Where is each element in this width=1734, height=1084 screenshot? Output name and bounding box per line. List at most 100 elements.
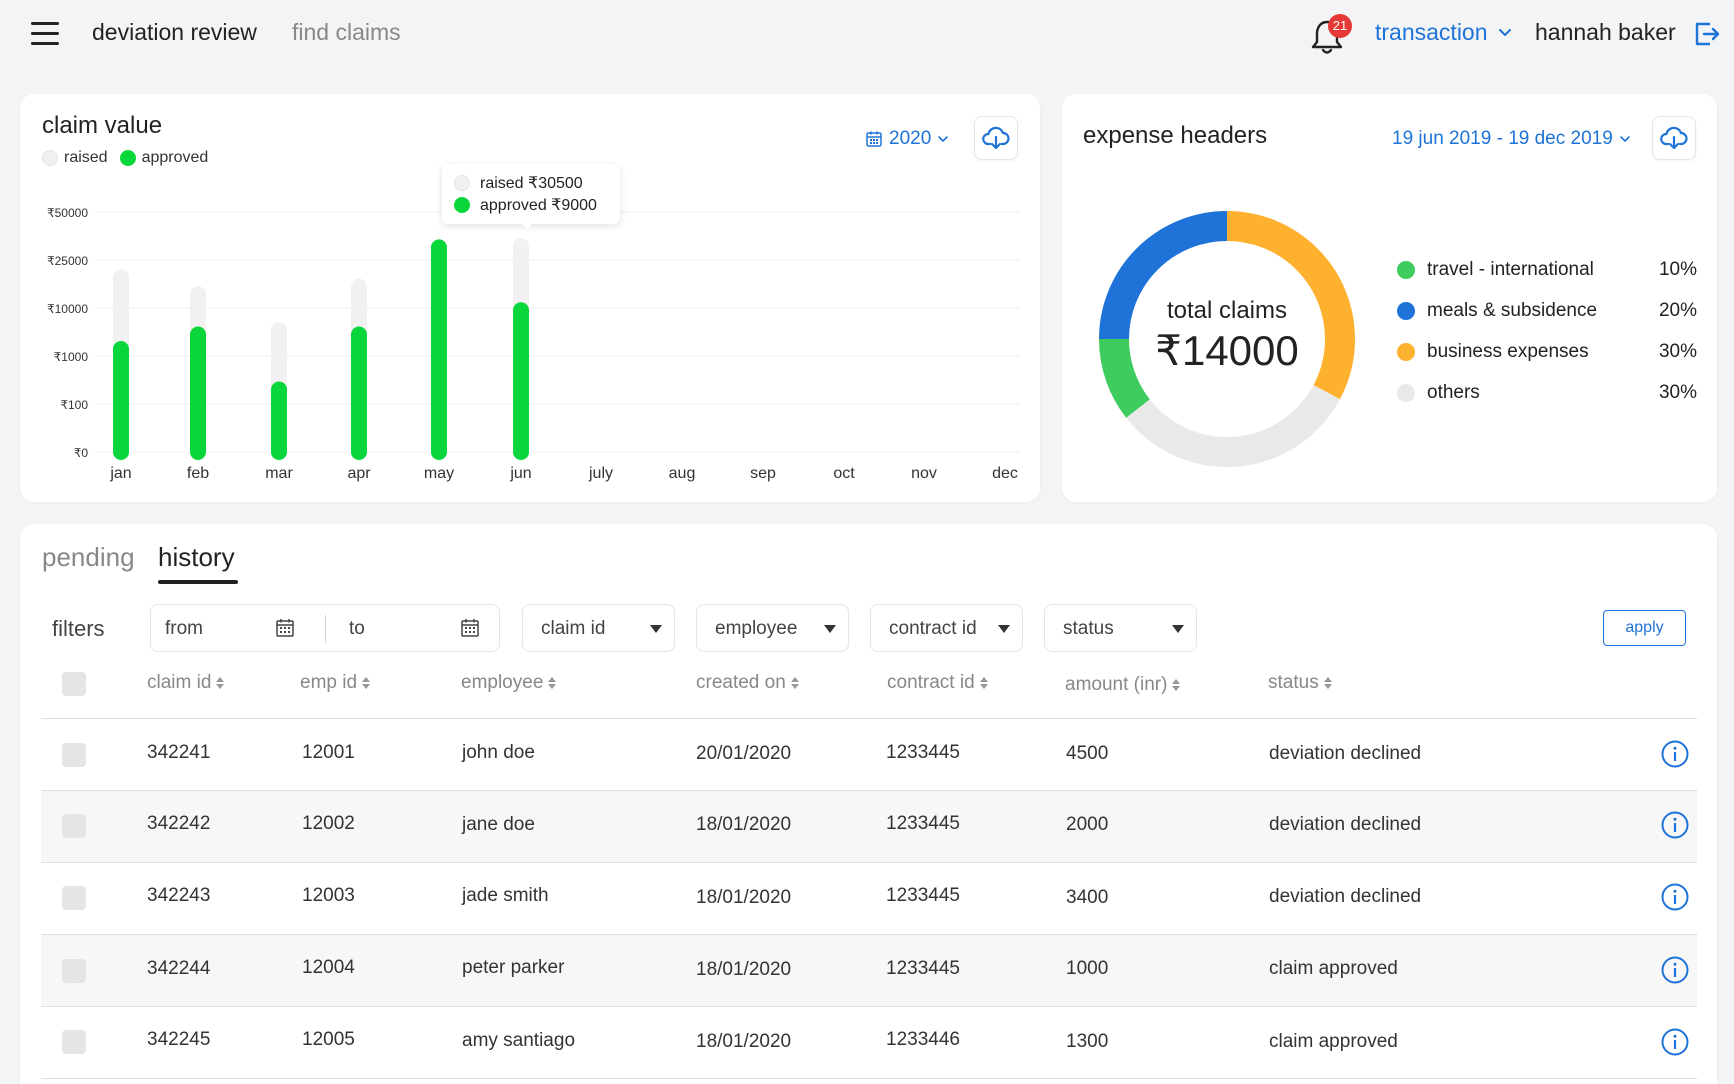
sort-icon bbox=[1323, 677, 1332, 689]
cloud-download-icon bbox=[1660, 126, 1688, 150]
status-filter[interactable]: status bbox=[1044, 604, 1197, 652]
donut-segment bbox=[1099, 338, 1151, 418]
tab-pending[interactable]: pending bbox=[42, 542, 135, 572]
x-tick-label: nov bbox=[911, 465, 937, 482]
row-checkbox[interactable] bbox=[62, 959, 86, 983]
row-checkbox[interactable] bbox=[62, 743, 86, 767]
header-created-on[interactable]: created on bbox=[696, 672, 799, 694]
cell-emp-id: 12005 bbox=[302, 1029, 355, 1050]
info-icon[interactable] bbox=[1660, 882, 1690, 912]
cell-created-on: 18/01/2020 bbox=[696, 814, 792, 835]
info-icon[interactable] bbox=[1660, 810, 1690, 840]
y-tick-label: ₹10000 bbox=[47, 302, 88, 316]
donut-segment bbox=[1126, 384, 1341, 467]
sort-icon bbox=[548, 677, 557, 689]
nav-find-claims[interactable]: find claims bbox=[292, 19, 401, 45]
notification-badge: 21 bbox=[1328, 14, 1352, 38]
header-contract-id[interactable]: contract id bbox=[887, 672, 988, 694]
cell-amount: 3400 bbox=[1066, 887, 1109, 908]
row-checkbox[interactable] bbox=[62, 886, 86, 910]
chevron-down-icon bbox=[938, 136, 949, 142]
cell-created-on: 18/01/2020 bbox=[696, 959, 792, 980]
claim-value-title: claim value bbox=[42, 112, 163, 139]
cell-employee: jade smith bbox=[462, 885, 549, 906]
transaction-dropdown[interactable]: transaction bbox=[1375, 19, 1488, 45]
expense-headers-title: expense headers bbox=[1083, 122, 1268, 149]
table-row[interactable]: 342242 12002 jane doe 18/01/2020 1233445… bbox=[41, 790, 1697, 862]
download-expense-button[interactable] bbox=[1652, 116, 1696, 160]
info-icon[interactable] bbox=[1660, 739, 1690, 769]
claim-id-filter-label: claim id bbox=[541, 618, 606, 639]
tab-history[interactable]: history bbox=[158, 542, 235, 572]
logout-icon[interactable] bbox=[1694, 21, 1720, 47]
expense-label: meals & subsidence bbox=[1427, 299, 1598, 321]
from-date-field[interactable]: from bbox=[165, 618, 203, 639]
header-employee[interactable]: employee bbox=[461, 672, 557, 694]
header-status[interactable]: status bbox=[1268, 672, 1332, 694]
sort-icon bbox=[790, 677, 799, 689]
cell-created-on: 18/01/2020 bbox=[696, 1031, 792, 1052]
expense-label: others bbox=[1427, 381, 1480, 403]
hamburger-icon[interactable] bbox=[31, 22, 59, 46]
x-tick-label: may bbox=[424, 465, 454, 482]
apply-button[interactable]: apply bbox=[1603, 610, 1686, 646]
header-amount-label: amount (inr) bbox=[1065, 674, 1168, 695]
employee-filter[interactable]: employee bbox=[696, 604, 849, 652]
expense-legend-item: meals & subsidence 20% bbox=[1397, 290, 1697, 331]
tooltip-approved-swatch bbox=[454, 197, 470, 213]
header-emp-id[interactable]: emp id bbox=[300, 672, 371, 694]
calendar-icon[interactable] bbox=[460, 618, 480, 638]
info-icon[interactable] bbox=[1660, 955, 1690, 985]
legend-approved-label: approved bbox=[141, 149, 209, 166]
x-tick-label: oct bbox=[833, 465, 855, 482]
cloud-download-icon bbox=[982, 126, 1010, 150]
cell-contract-id: 1233445 bbox=[886, 885, 960, 906]
claims-table-card: pending history filters from to claim id… bbox=[20, 524, 1717, 1084]
info-icon[interactable] bbox=[1660, 1027, 1690, 1057]
donut-segment bbox=[1226, 211, 1355, 340]
cell-status: deviation declined bbox=[1269, 886, 1422, 907]
cell-amount: 2000 bbox=[1066, 814, 1109, 835]
cell-contract-id: 1233445 bbox=[886, 958, 960, 979]
header-claim-id[interactable]: claim id bbox=[147, 672, 225, 694]
nav-deviation-review[interactable]: deviation review bbox=[92, 19, 257, 45]
select-all-checkbox[interactable] bbox=[62, 672, 86, 696]
claim-id-filter[interactable]: claim id bbox=[522, 604, 675, 652]
cell-employee: jane doe bbox=[462, 814, 535, 835]
cell-contract-id: 1233445 bbox=[886, 742, 960, 763]
cell-amount: 1300 bbox=[1066, 1031, 1109, 1052]
date-range-dropdown[interactable]: 19 jun 2019 - 19 dec 2019 bbox=[1392, 128, 1631, 150]
header-employee-label: employee bbox=[461, 672, 544, 693]
download-claim-chart-button[interactable] bbox=[974, 116, 1018, 160]
caret-down-icon bbox=[824, 625, 836, 633]
table-row[interactable]: 342241 12001 john doe 20/01/2020 1233445… bbox=[41, 718, 1697, 790]
x-tick-label: aug bbox=[669, 465, 696, 482]
calendar-icon[interactable] bbox=[275, 618, 295, 638]
x-tick-label: jun bbox=[509, 465, 531, 482]
expense-donut-chart bbox=[1099, 211, 1355, 467]
cell-emp-id: 12002 bbox=[302, 813, 355, 834]
to-date-field[interactable]: to bbox=[349, 618, 365, 639]
cell-status: claim approved bbox=[1269, 1031, 1398, 1052]
expense-label: travel - international bbox=[1427, 258, 1594, 280]
donut-center-label: total claims bbox=[1166, 297, 1288, 324]
x-tick-label: feb bbox=[187, 465, 209, 482]
expense-legend-item: others 30% bbox=[1397, 372, 1697, 413]
row-checkbox[interactable] bbox=[62, 814, 86, 838]
donut-center-value: ₹14000 bbox=[1155, 327, 1299, 374]
x-tick-label: jan bbox=[109, 465, 131, 482]
expense-legend-item: business expenses 30% bbox=[1397, 331, 1697, 372]
contract-id-filter[interactable]: contract id bbox=[870, 604, 1023, 652]
donut-segment bbox=[1099, 211, 1228, 340]
table-row[interactable]: 342243 12003 jade smith 18/01/2020 12334… bbox=[41, 862, 1697, 934]
year-dropdown[interactable]: 2020 bbox=[865, 128, 949, 150]
date-range-filter: from to bbox=[150, 604, 500, 652]
row-checkbox[interactable] bbox=[62, 1030, 86, 1054]
chevron-down-icon[interactable] bbox=[1497, 24, 1513, 40]
header-amount[interactable]: amount (inr) bbox=[1065, 674, 1181, 696]
table-row[interactable]: 342244 12004 peter parker 18/01/2020 123… bbox=[41, 934, 1697, 1006]
expense-headers-card: expense headers 19 jun 2019 - 19 dec 201… bbox=[1062, 94, 1717, 502]
table-row[interactable]: 342245 12005 amy santiago 18/01/2020 123… bbox=[41, 1006, 1697, 1078]
legend-swatch bbox=[1397, 342, 1415, 361]
calendar-icon bbox=[866, 131, 882, 147]
